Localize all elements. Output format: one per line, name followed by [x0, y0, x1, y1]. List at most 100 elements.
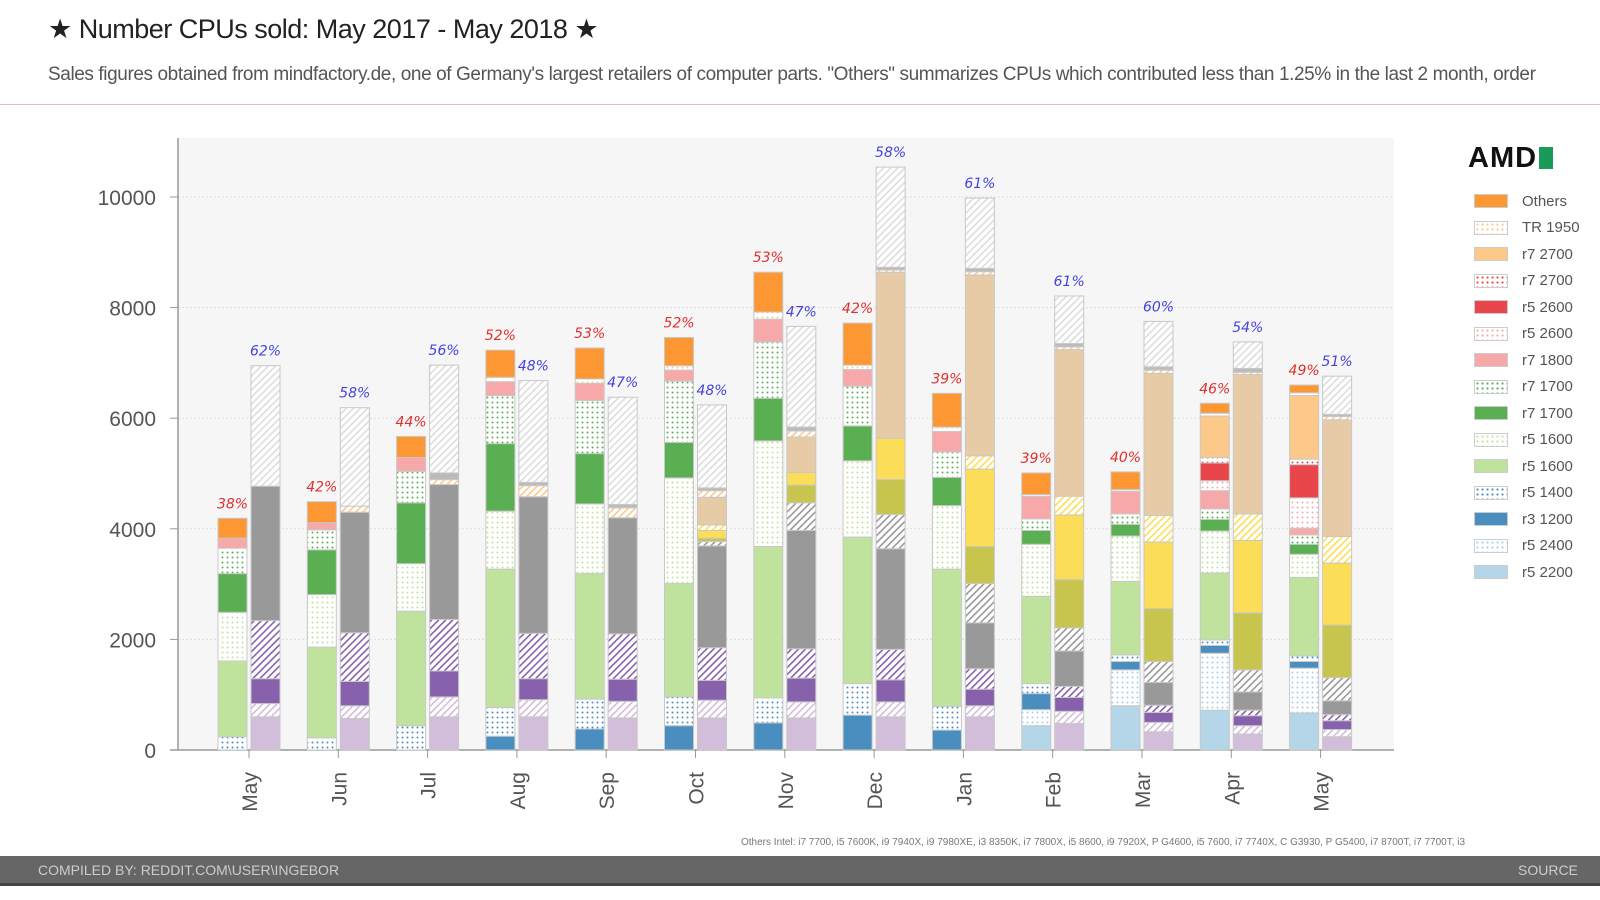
amd-bar-segment — [931, 568, 962, 707]
intel-bar-segment — [697, 699, 727, 719]
legend-item: Others — [1474, 188, 1580, 215]
x-tick-label: Jan — [953, 772, 976, 806]
intel-share-label: 47% — [786, 304, 817, 320]
others-intel-footnote: Others Intel: i7 7700, i5 7600K, i9 7940… — [741, 837, 1466, 848]
x-tick-label: Jul — [418, 772, 441, 799]
intel-bar-segment — [1232, 733, 1263, 751]
amd-bar-segment — [753, 341, 784, 399]
intel-bar-segment — [964, 455, 995, 470]
amd-share-label: 42% — [306, 480, 337, 496]
x-tick-label: Sep — [596, 772, 619, 809]
intel-bar-segment — [786, 677, 817, 703]
amd-bar-segment — [1110, 705, 1141, 751]
amd-bar-segment — [306, 501, 337, 524]
intel-bar-segment — [1232, 669, 1263, 693]
intel-bar-segment — [339, 680, 370, 707]
intel-bar-segment — [1232, 374, 1263, 515]
amd-bar-segment — [217, 736, 248, 751]
amd-bar-segment — [1289, 543, 1320, 555]
intel-bar-segment — [1054, 514, 1085, 581]
gridlines — [178, 196, 1394, 640]
intel-share-label: 48% — [696, 383, 727, 399]
amd-bar-segment — [485, 349, 516, 378]
intel-bar-segment — [875, 437, 906, 481]
amd-bar-segment — [931, 729, 962, 751]
legend-item: r5 1600 — [1474, 427, 1580, 454]
page-title: ★ Number CPUs sold: May 2017 - May 2018 … — [48, 14, 599, 44]
legend-item: r7 1700 — [1474, 374, 1580, 401]
intel-bar-segment — [697, 679, 727, 701]
intel-bar-segment — [964, 622, 995, 670]
x-tick-label: Aug — [507, 772, 530, 809]
intel-bar-segment — [786, 325, 817, 428]
amd-bar-segment — [1289, 655, 1320, 663]
intel-bar-segment — [429, 479, 460, 486]
amd-share-label: 39% — [1021, 451, 1052, 467]
amd-bar-segment — [664, 336, 694, 367]
intel-bar-segment — [607, 717, 638, 751]
intel-bar-segment — [1322, 375, 1353, 415]
legend-swatch — [1474, 194, 1508, 209]
intel-bar-segment — [339, 505, 370, 513]
intel-bar-segment — [964, 583, 995, 624]
amd-bar-segment — [485, 395, 516, 445]
footer-credit: COMPILED BY: REDDIT.COM\USER\INGEBOR — [38, 862, 340, 878]
amd-bar-segment — [753, 271, 784, 313]
intel-bar-segment — [607, 700, 638, 719]
legend-label: r5 2600 — [1522, 298, 1573, 316]
page-subtitle: Sales figures obtained from mindfactory.… — [48, 64, 1536, 85]
intel-bar-segment — [786, 648, 817, 679]
intel-bar-segment — [1232, 612, 1263, 671]
amd-bar-segment — [931, 430, 962, 453]
intel-bar-segment — [1143, 721, 1174, 733]
amd-bar-segment — [1110, 523, 1141, 537]
amd-bar-segment — [1110, 535, 1141, 582]
intel-bar-segment — [429, 618, 460, 672]
amd-bar-segment — [1199, 639, 1230, 646]
amd-bar-segment — [485, 735, 516, 751]
intel-bar-segment — [1322, 720, 1353, 731]
amd-bar-segment — [1021, 693, 1052, 711]
amd-bar-segment — [842, 322, 873, 366]
intel-share-label: 56% — [429, 343, 460, 359]
intel-bar-segment — [607, 633, 638, 680]
amd-bar-segment — [396, 470, 427, 504]
intel-share-label: 60% — [1143, 299, 1174, 315]
intel-bar-segment — [250, 485, 281, 622]
intel-bar-segment — [1054, 710, 1085, 724]
amd-bar-segment — [753, 311, 784, 320]
x-tick-label: May — [239, 772, 262, 812]
amd-bar-segment — [664, 477, 694, 585]
intel-bar-segment — [250, 703, 281, 718]
intel-bar-segment — [964, 668, 995, 690]
intel-bar-segment — [1322, 736, 1353, 751]
amd-bar-segment — [574, 378, 605, 384]
x-tick-label: Mar — [1132, 772, 1155, 808]
intel-bar-segment — [1143, 372, 1174, 517]
amd-bar-segment — [753, 318, 784, 343]
intel-bar-segment — [1232, 725, 1263, 735]
intel-bar-segment — [1322, 677, 1353, 702]
intel-share-label: 48% — [518, 359, 549, 375]
amd-bar-segment — [1289, 667, 1320, 714]
amd-bar-segment — [842, 385, 873, 427]
amd-bar-segment — [396, 610, 427, 727]
amd-bar-segment — [1021, 595, 1052, 685]
amd-bar-segment — [842, 683, 873, 716]
intel-bar-segment — [786, 471, 817, 486]
y-tick-label: 4000 — [109, 519, 156, 542]
intel-bar-segment — [786, 436, 817, 473]
header-divider — [0, 104, 1600, 105]
x-tick-label: Oct — [686, 772, 709, 805]
legend-label: r7 1700 — [1522, 404, 1573, 422]
intel-bar-segment — [1143, 711, 1174, 723]
amd-bar-segment — [842, 714, 873, 751]
legend-swatch — [1474, 538, 1508, 553]
amd-bar-segment — [842, 369, 873, 387]
intel-bar-segment — [1143, 515, 1174, 543]
intel-bar-segment — [607, 678, 638, 702]
intel-bar-segment — [964, 274, 995, 457]
intel-bar-segment — [429, 484, 460, 620]
intel-bar-segment — [250, 620, 281, 680]
amd-bar-segment — [664, 696, 694, 727]
